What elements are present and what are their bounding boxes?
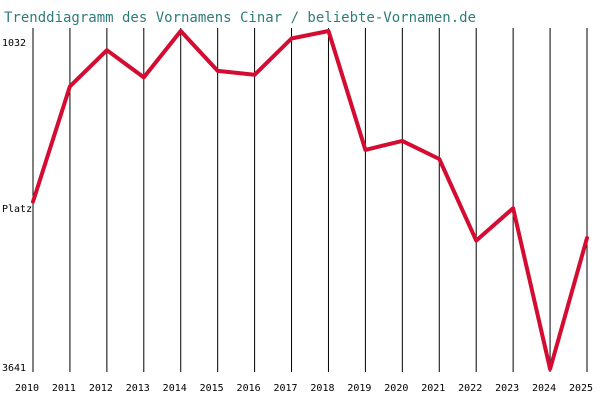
grid-lines — [32, 28, 588, 372]
x-tick-label-2016: 2016 — [237, 383, 261, 394]
x-tick-label-2014: 2014 — [163, 383, 187, 394]
x-tick-label-2021: 2021 — [421, 383, 445, 394]
x-tick-label-2019: 2019 — [347, 383, 371, 394]
trend-line — [31, 29, 589, 371]
x-tick-labels: 2010 2011 2012 2013 2014 2015 2016 2017 2018 2019… — [15, 383, 593, 394]
x-tick-label-2024: 2024 — [532, 383, 556, 394]
x-tick-label-2018: 2018 — [310, 383, 334, 394]
x-tick-label-2022: 2022 — [458, 383, 482, 394]
y-tick-top: 1032 — [2, 38, 26, 49]
x-tick-label-2012: 2012 — [89, 383, 113, 394]
y-tick-bottom: 3641 — [2, 363, 26, 374]
x-tick-label-2025: 2025 — [569, 383, 593, 394]
x-tick-label-2020: 2020 — [384, 383, 408, 394]
x-tick-label-2015: 2015 — [200, 383, 224, 394]
x-tick-label-2011: 2011 — [52, 383, 76, 394]
x-tick-label-2023: 2023 — [495, 383, 519, 394]
chart-title: Trenddiagramm des Vornamens Cinar / beli… — [4, 10, 476, 26]
y-axis-label: Platz — [2, 204, 32, 215]
x-tick-label-2013: 2013 — [126, 383, 150, 394]
x-tick-label-2017: 2017 — [273, 383, 297, 394]
x-tick-label-2010: 2010 — [15, 383, 39, 394]
